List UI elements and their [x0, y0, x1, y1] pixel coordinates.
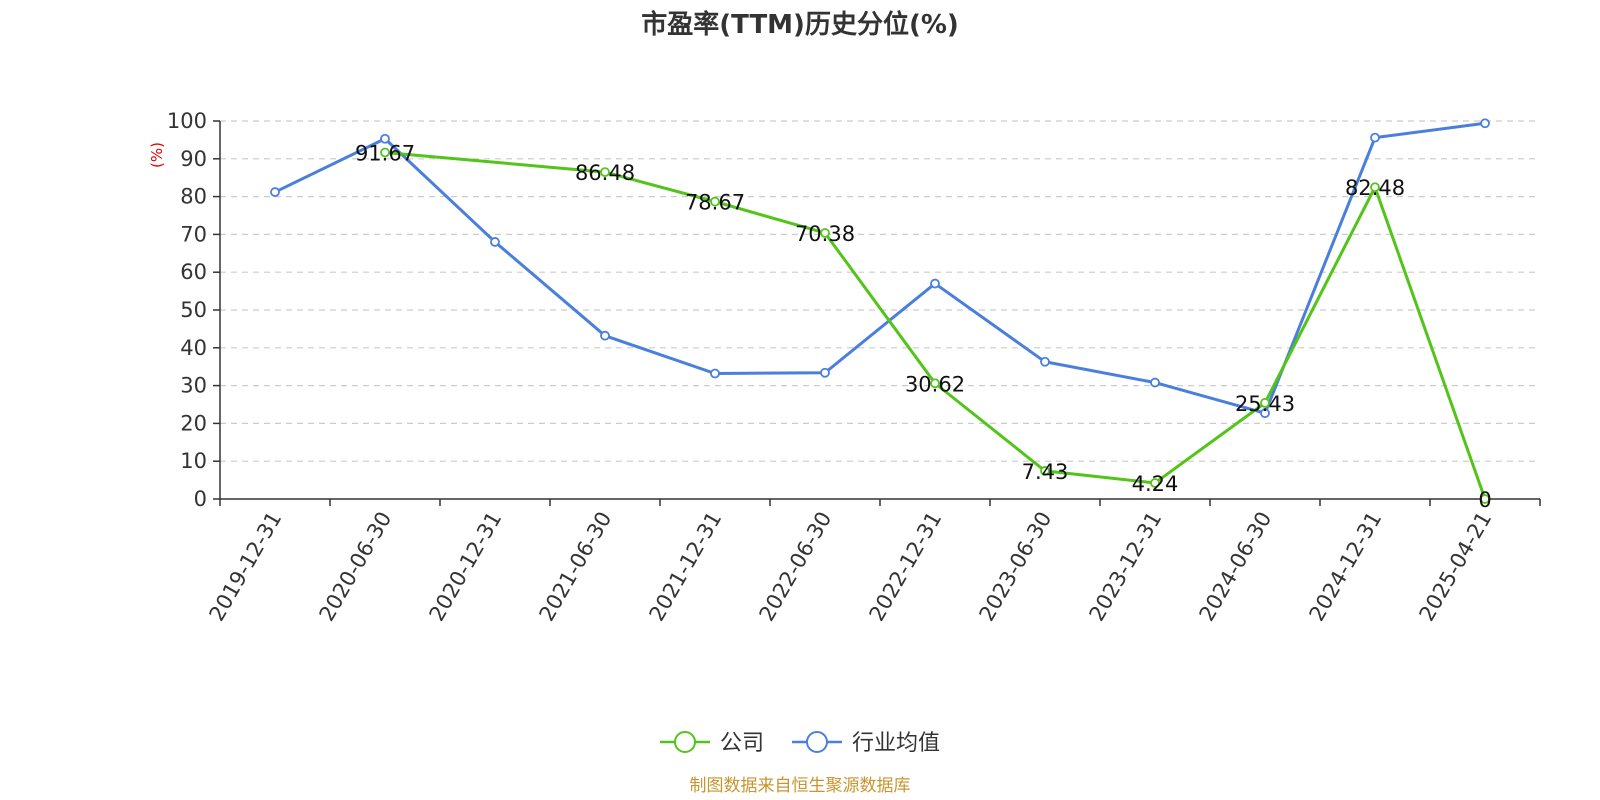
y-tick-labels: 0 10 20 30 40 50 60 70 80 90 100	[167, 109, 207, 511]
data-point[interactable]	[380, 147, 390, 158]
chart-title: 市盈率(TTM)历史分位(%)	[641, 9, 959, 40]
x-tick-labels: 2019-12-31 2020-06-30 2020-12-31 2021-06-30…	[205, 508, 1497, 626]
x-tick-label: 2022-06-30	[755, 508, 837, 626]
y-tick-label: 50	[180, 298, 207, 322]
series-line	[274, 121, 1486, 415]
legend-swatch-marker	[806, 731, 828, 753]
data-point[interactable]	[820, 228, 830, 238]
y-tick-label: 80	[180, 185, 207, 209]
data-labels: 91.67 86.48 78.67 70.38 30.62 7.43 4.24 25.43 82…	[355, 141, 1492, 512]
x-tick-label: 2024-12-31	[1305, 508, 1387, 626]
data-label: 7.43	[1022, 460, 1069, 484]
data-point[interactable]	[1260, 397, 1270, 408]
data-point[interactable]	[930, 278, 940, 289]
data-point[interactable]	[1040, 466, 1050, 476]
data-point[interactable]	[930, 378, 940, 389]
data-label: 78.67	[685, 191, 745, 215]
x-tick-label: 2020-12-31	[425, 508, 507, 626]
x-tick-label: 2023-06-30	[975, 508, 1057, 626]
data-point[interactable]	[710, 368, 720, 379]
y-tick-label: 0	[194, 487, 207, 511]
data-point[interactable]	[1480, 494, 1490, 504]
y-axis-unit: (%)	[148, 142, 166, 168]
data-point[interactable]	[1480, 118, 1490, 129]
y-tick-label: 20	[180, 411, 207, 435]
y-tick-label: 90	[180, 147, 207, 171]
x-tick-label: 2021-06-30	[535, 508, 617, 626]
data-source-note: 制图数据来自恒生聚源数据库	[690, 776, 911, 796]
data-point[interactable]	[600, 330, 610, 341]
data-point[interactable]	[600, 167, 610, 178]
legend-swatch-marker	[674, 731, 696, 753]
y-tick-label: 60	[180, 260, 207, 284]
data-point[interactable]	[1260, 408, 1270, 419]
series-layer	[270, 118, 1490, 504]
data-point[interactable]	[380, 133, 390, 144]
axes	[213, 120, 1541, 506]
data-label: 25.43	[1235, 392, 1295, 416]
y-tick-label: 40	[180, 336, 207, 360]
y-tick-label: 100	[167, 109, 207, 133]
y-tick-label: 70	[180, 222, 207, 246]
x-tick-label: 2022-12-31	[865, 508, 947, 626]
gridlines	[220, 120, 1540, 462]
series-line	[384, 150, 1487, 500]
y-tick-label: 10	[180, 449, 207, 473]
x-tick-label: 2020-06-30	[315, 508, 397, 626]
x-tick-label: 2025-04-21	[1415, 508, 1497, 626]
data-point[interactable]	[1150, 377, 1160, 388]
data-point[interactable]	[820, 367, 830, 378]
legend[interactable]: 公司 行业均值	[660, 731, 940, 756]
data-point[interactable]	[490, 237, 500, 247]
legend-label[interactable]: 公司	[720, 731, 764, 756]
x-tick-label: 2019-12-31	[205, 508, 287, 626]
data-label: 86.48	[575, 161, 635, 185]
x-tick-label: 2021-12-31	[645, 508, 727, 626]
data-label: 91.67	[355, 141, 415, 165]
data-point[interactable]	[1370, 182, 1380, 193]
y-tick-label: 30	[180, 374, 207, 398]
data-point[interactable]	[1040, 356, 1050, 367]
legend-label[interactable]: 行业均值	[852, 731, 940, 756]
data-label: 82.48	[1345, 176, 1405, 200]
data-point[interactable]	[1150, 478, 1160, 488]
x-tick-label: 2023-12-31	[1085, 508, 1167, 626]
x-tick-label: 2024-06-30	[1195, 508, 1277, 626]
data-label: 4.24	[1132, 472, 1179, 496]
data-label: 30.62	[905, 372, 965, 396]
data-point[interactable]	[710, 196, 720, 207]
data-point[interactable]	[1370, 132, 1380, 143]
data-point[interactable]	[270, 187, 280, 197]
data-label: 0	[1478, 488, 1491, 512]
data-label: 70.38	[795, 222, 855, 246]
